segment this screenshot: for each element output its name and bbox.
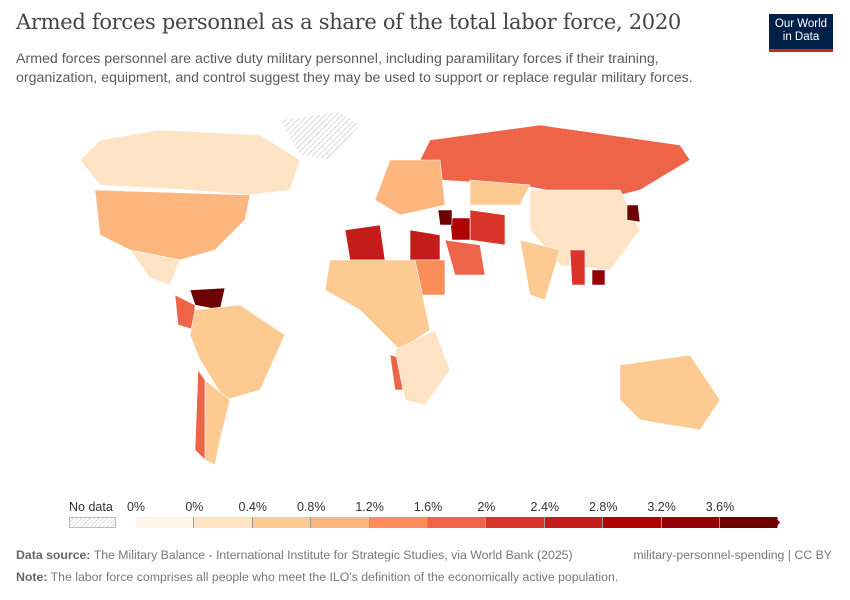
legend-tick-label: 0% [185,500,204,514]
country-cambodia[interactable] [591,269,606,286]
legend-tick-label: 3.6% [705,500,735,514]
country-chile[interactable] [194,369,206,461]
chart-slug-license[interactable]: military-personnel-spending | CC BY [633,548,832,562]
legend-tick-label: 2% [477,500,496,514]
legend-no-data-label: No data [69,500,113,514]
legend-bin[interactable] [369,517,428,528]
legend-tick-label: 2.4% [530,500,560,514]
legend-bin[interactable] [486,517,545,528]
data-source: Data source: The Military Balance - Inte… [16,548,573,562]
legend-tick-label: 1.6% [413,500,443,514]
country-india[interactable] [519,239,561,301]
country-brazil[interactable] [189,304,286,401]
legend-bin[interactable] [194,517,253,528]
country-north-korea[interactable] [626,204,641,223]
country-algeria[interactable] [344,224,386,261]
legend-bin[interactable] [311,517,370,528]
country-mexico[interactable] [129,249,181,286]
country-myanmar[interactable] [569,249,586,286]
legend-bin[interactable] [136,517,195,528]
legend-arrow-icon [770,517,780,528]
country-canada[interactable] [79,129,301,196]
legend-bin[interactable] [661,517,720,528]
legend-tick-label: 0.8% [296,500,326,514]
legend-bin[interactable] [544,517,604,528]
legend-bin[interactable] [603,517,662,528]
country-egypt[interactable] [409,229,441,261]
country-australia[interactable] [619,354,721,431]
note-text: The labor force comprises all people who… [47,570,619,584]
country-central-africa[interactable] [324,259,431,351]
country-iran[interactable] [469,209,506,246]
country-kazakhstan[interactable] [469,179,531,206]
data-source-text[interactable]: The Military Balance - International Ins… [90,548,573,562]
page-subtitle: Armed forces personnel are active duty m… [16,51,693,86]
owid-logo[interactable]: Our World in Data [769,14,833,52]
legend-tick-label: 0% [126,500,146,514]
country-iraq[interactable] [449,217,471,241]
data-source-label: Data source: [16,548,91,562]
country-saudi-arabia[interactable] [444,239,486,276]
page-title: Armed forces personnel as a share of the… [16,10,681,34]
country-russia[interactable] [419,124,691,201]
legend: No data 0% 0% 0.4% 0.8% 1.2% 1.6% 2% 2.4% 2.8% 3.… [0,500,850,530]
country-europe[interactable] [374,159,446,216]
legend-tick-label: 2.8% [588,500,618,514]
legend-bin[interactable] [252,517,312,528]
legend-tick-label: 3.2% [647,500,676,514]
country-syria[interactable] [437,209,453,226]
note: Note: The labor force comprises all peop… [16,570,618,584]
country-greenland[interactable] [279,111,361,161]
legend-tick-label: 1.2% [355,500,384,514]
legend-tick-label: 0.4% [238,500,268,514]
world-map[interactable] [0,100,850,495]
country-southern-africa[interactable] [394,329,451,406]
country-united-states[interactable] [94,189,251,261]
legend-no-data-swatch[interactable] [69,517,116,528]
note-label: Note: [16,570,48,584]
legend-bin[interactable] [428,517,487,528]
